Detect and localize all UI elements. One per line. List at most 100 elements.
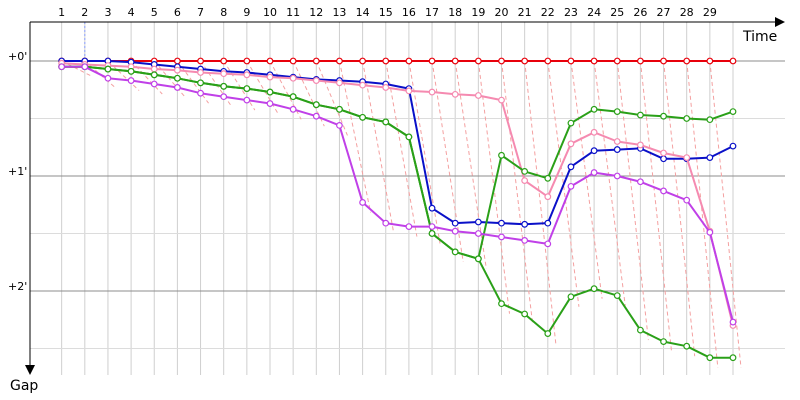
data-point [660,155,667,163]
data-point [197,69,204,76]
y-tick-label: +1' [8,165,27,178]
connector-line [315,60,348,136]
data-point [706,154,714,162]
data-point [243,96,251,104]
data-point [451,90,459,98]
data-point [173,57,181,65]
connector-line [153,60,186,98]
data-point [359,57,367,65]
data-point [336,57,343,65]
series-line [61,62,734,326]
x-tick-label: 17 [425,6,439,19]
connector-lines [61,60,742,368]
data-point [359,113,367,121]
data-point [613,172,621,180]
data-point [683,57,691,65]
data-point [474,57,482,65]
y-tick-label: +2' [8,280,27,293]
x-axis-arrow [775,17,785,27]
x-tick-label: 1 [58,6,65,19]
data-point [382,84,390,91]
data-point [104,65,112,73]
data-point [428,88,436,96]
data-point [498,219,505,227]
data-point [706,57,714,65]
data-point [266,57,274,65]
series-line [61,65,734,260]
data-point [451,57,459,65]
data-point [521,57,529,65]
data-point [405,223,413,231]
data-point [613,292,621,300]
x-tick-label: 15 [379,6,393,19]
data-point [567,119,575,127]
y-tick-labels: +0' +1' +2' [8,50,27,293]
data-point [637,111,644,119]
connector-line [385,60,418,237]
x-tick-label: 4 [128,6,135,19]
connector-line [547,60,580,307]
data-point [590,57,598,65]
data-point [428,57,436,65]
data-point [197,89,204,97]
connector-line [501,60,534,325]
data-point [498,233,505,241]
data-point [243,57,251,65]
data-point [613,138,621,145]
data-point [289,57,297,65]
series-3 [58,63,737,263]
data-point [706,354,714,362]
data-point [266,73,274,81]
data-point [359,199,367,206]
x-tick-label: 10 [263,6,277,19]
data-point [660,112,667,120]
data-point [197,79,204,87]
data-point [683,196,691,204]
x-axis-label: Time [742,29,777,45]
data-point [521,236,529,244]
data-point [637,178,644,186]
grid [30,22,785,375]
data-point [405,57,413,65]
data-point [405,133,413,141]
data-point [729,354,737,362]
data-point [567,293,575,301]
connector-line [292,60,325,127]
data-point [474,218,482,226]
data-point [312,57,320,65]
x-tick-label: 14 [356,6,370,19]
data-point [660,338,667,346]
data-point [451,248,459,256]
x-tick-label: 16 [402,6,416,19]
axes [25,17,785,375]
data-point [150,80,158,88]
data-point [498,96,505,104]
data-point [405,87,413,95]
data-point [683,154,691,162]
x-tick-label: 21 [518,6,532,19]
data-point [590,105,598,113]
data-point [498,300,505,308]
data-point [336,105,343,113]
data-point [451,219,459,227]
data-point [312,101,320,109]
connector-line [61,60,94,78]
series-line [61,65,734,323]
data-point [567,140,575,148]
connector-line [616,60,649,341]
data-point [104,74,112,82]
series-lines [58,57,737,362]
data-point [544,193,552,201]
connector-line [338,60,372,213]
connector-line [593,60,626,306]
data-point [706,116,714,124]
data-point [521,220,529,228]
data-point [173,66,181,74]
x-tick-label: 25 [610,6,624,19]
x-tick-label: 12 [309,6,323,19]
data-point [220,57,228,65]
connector-line [570,60,603,299]
data-point [289,93,297,101]
x-tick-label: 22 [541,6,555,19]
